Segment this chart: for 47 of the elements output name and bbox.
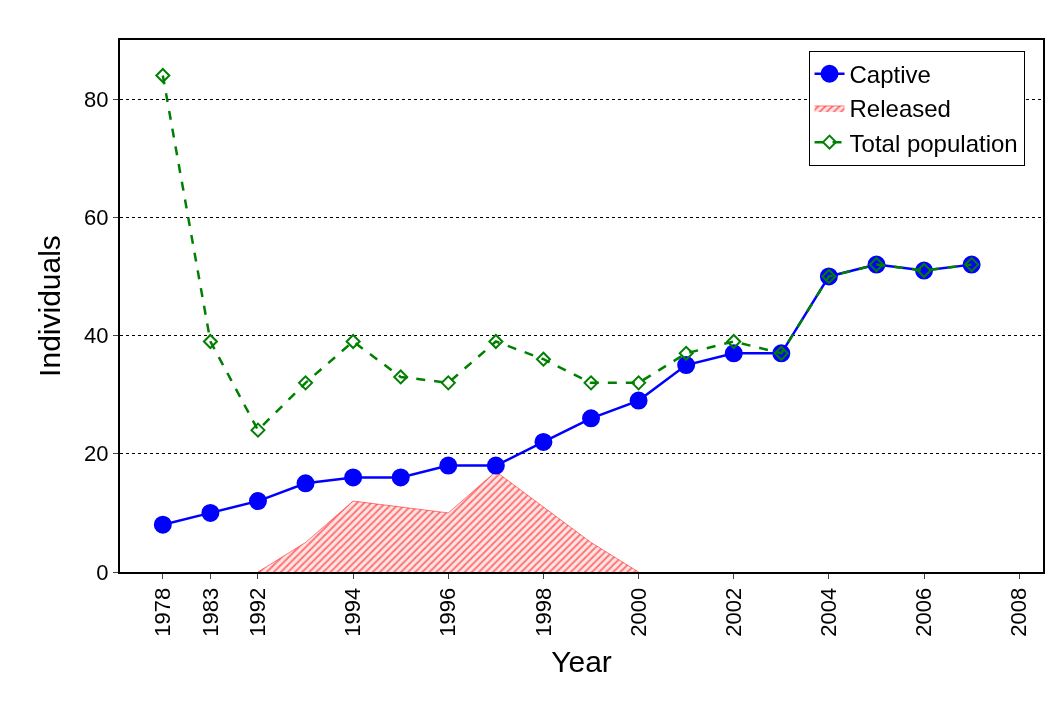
point [726, 333, 742, 349]
point [298, 375, 314, 391]
x-tick-label: 2002 [720, 587, 746, 637]
point [631, 375, 647, 391]
point [486, 456, 505, 475]
point [440, 375, 456, 391]
point [583, 375, 599, 391]
x-tick-label: 1983 [197, 587, 223, 637]
point [155, 67, 171, 83]
x-tick-label: 2004 [816, 587, 842, 637]
y-axis-title: Individuals [32, 235, 66, 377]
y-tick-label: 20 [84, 441, 109, 467]
y-tick-label: 60 [84, 205, 109, 231]
point [724, 344, 743, 363]
point [678, 345, 694, 361]
x-tick-label: 2008 [1006, 587, 1032, 637]
point [393, 369, 409, 385]
legend-label: Captive [849, 61, 931, 89]
x-tick-label: 1992 [245, 587, 271, 637]
point [535, 351, 551, 367]
legend-label: Released [849, 95, 951, 123]
y-tick-label: 80 [84, 86, 109, 112]
point [534, 432, 553, 451]
point [677, 356, 696, 375]
point [296, 474, 315, 493]
x-axis-title: Year [551, 644, 612, 678]
point [488, 333, 504, 349]
point [344, 468, 363, 487]
point [248, 492, 267, 511]
point [345, 333, 361, 349]
point [250, 422, 266, 438]
x-tick-label: 1998 [530, 587, 556, 637]
x-tick-label: 1994 [340, 587, 366, 637]
x-tick-label: 1996 [435, 587, 461, 637]
y-tick-label: 40 [84, 323, 109, 349]
point [153, 515, 172, 534]
point [201, 503, 220, 522]
legend-label: Total population [849, 129, 1018, 157]
x-tick-label: 2000 [625, 587, 651, 637]
point [391, 468, 410, 487]
x-tick-label: 1978 [149, 587, 175, 637]
point [439, 456, 458, 475]
point [629, 391, 648, 410]
x-tick-label: 2006 [911, 587, 937, 637]
point [202, 333, 218, 349]
point [582, 409, 601, 428]
y-tick-label: 0 [96, 559, 109, 585]
